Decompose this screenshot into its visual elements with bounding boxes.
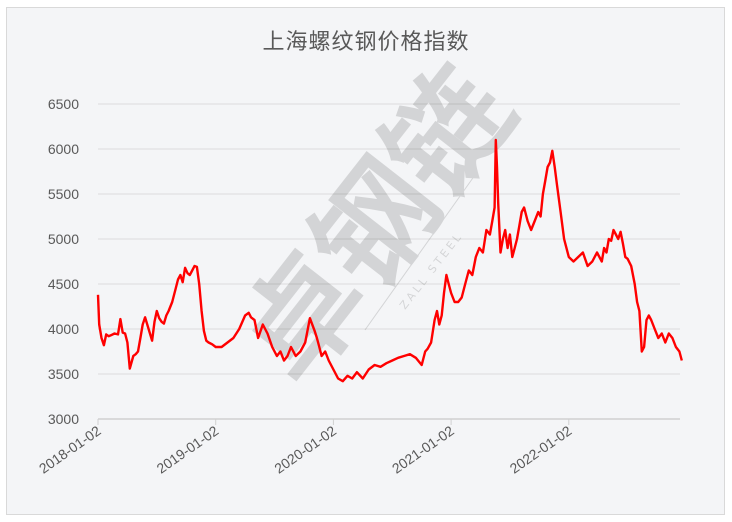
y-tick-label: 3000	[48, 411, 79, 427]
price-index-line	[96, 138, 683, 383]
chart-title: 上海螺纹钢价格指数	[262, 30, 470, 55]
chart-frame	[6, 7, 725, 515]
gridlines	[98, 103, 680, 420]
y-tick-label: 6500	[48, 96, 79, 112]
x-tick-label: 2022-01-02	[507, 422, 575, 476]
y-tick-label: 5000	[48, 231, 79, 247]
y-axis-ticks: 3000 3500 4000 4500 5000 5500 6000 6500	[48, 96, 79, 427]
x-tick-label: 2018-01-02	[36, 422, 104, 476]
y-tick-label: 4500	[48, 276, 79, 292]
y-tick-label: 5500	[48, 186, 79, 202]
y-tick-label: 4000	[48, 321, 79, 337]
y-tick-label: 6000	[48, 141, 79, 157]
x-axis: 2018-01-02 2019-01-02 2020-01-02 2021-01-02…	[36, 419, 575, 477]
watermark-rule	[364, 174, 476, 331]
x-tick-label: 2020-01-02	[271, 422, 339, 476]
y-tick-label: 3500	[48, 366, 79, 382]
x-tick-label: 2019-01-02	[154, 422, 222, 476]
x-tick-label: 2021-01-02	[389, 422, 457, 476]
